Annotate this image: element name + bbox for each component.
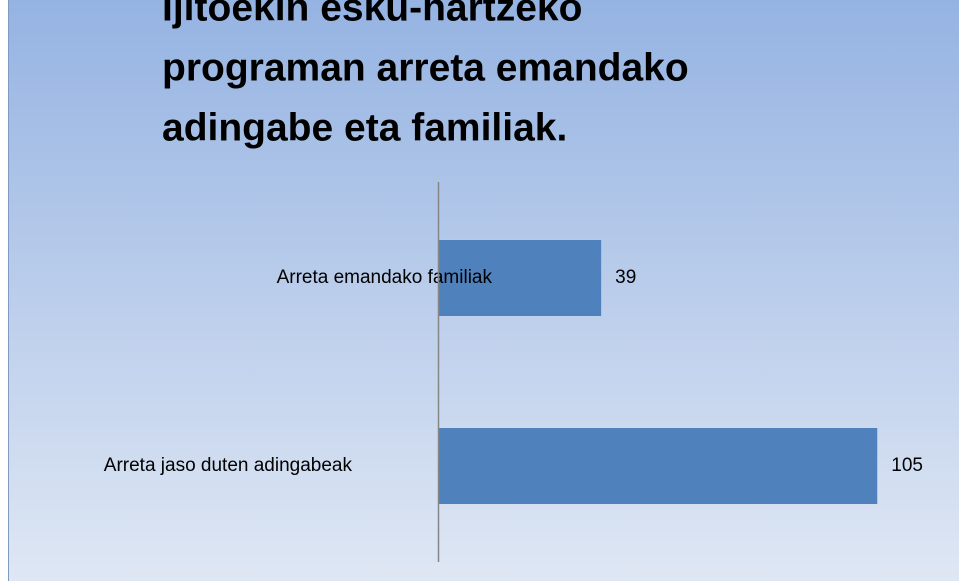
category-label: Arreta emandako familiak bbox=[277, 267, 493, 288]
value-label: 39 bbox=[615, 267, 636, 288]
title-line: Ijitoekin esku-hartzeko bbox=[162, 0, 582, 29]
title-line: adingabe eta familiak. bbox=[162, 106, 567, 149]
title: Ijitoekin esku-hartzeko programan arreta … bbox=[162, 0, 689, 149]
value-label: 105 bbox=[891, 455, 923, 476]
bar bbox=[438, 240, 602, 316]
bar bbox=[438, 428, 878, 504]
category-label: Arreta jaso duten adingabeak bbox=[104, 455, 353, 476]
title-line: programan arreta emandako bbox=[162, 46, 689, 89]
